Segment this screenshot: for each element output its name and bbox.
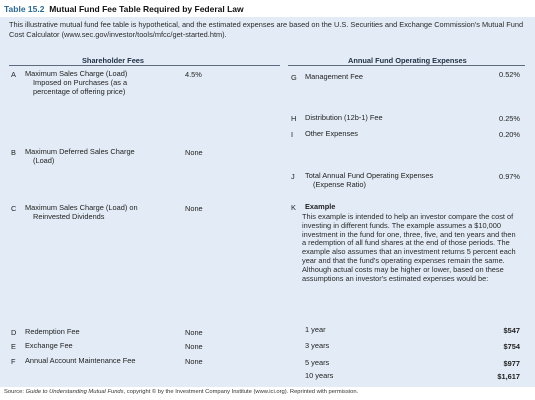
row-letter: A	[11, 70, 16, 79]
header-rule-right	[288, 65, 525, 66]
row-letter: B	[11, 148, 16, 157]
row-value: 0.52%	[499, 70, 520, 79]
row-value: None	[185, 204, 203, 213]
table-title: Table 15.2 Mutual Fund Fee Table Require…	[4, 4, 244, 14]
source-note: Source: Guide to Understanding Mutual Fu…	[4, 389, 359, 395]
row-value: None	[185, 148, 203, 157]
row-letter: H	[291, 114, 297, 123]
example-period: 3 years	[305, 341, 330, 350]
example-heading: Example	[305, 202, 336, 211]
intro-text: This illustrative mutual fund fee table …	[9, 20, 524, 39]
row-value: None	[185, 342, 203, 351]
table-number: Table 15.2	[4, 4, 45, 14]
row-label: Annual Account Maintenance Fee	[25, 356, 136, 365]
example-amount: $977	[503, 359, 520, 368]
header-rule-left	[9, 65, 280, 66]
row-letter: C	[11, 204, 17, 213]
row-value: None	[185, 357, 203, 366]
row-letter: I	[291, 130, 294, 139]
row-label: Total Annual Fund Operating Expenses (Ex…	[305, 171, 434, 189]
row-value: 0.97%	[499, 172, 520, 181]
row-value: 0.20%	[499, 130, 520, 139]
row-label: Maximum Deferred Sales Charge (Load)	[25, 147, 135, 165]
row-value: 0.25%	[499, 114, 520, 123]
row-letter: D	[11, 328, 17, 337]
row-value: None	[185, 328, 203, 337]
row-letter: K	[291, 203, 296, 212]
row-label: Maximum Sales Charge (Load) on Reinveste…	[25, 203, 138, 221]
header-shareholder-fees: Shareholder Fees	[82, 56, 145, 65]
source-title: Guide to Understanding Mutual Funds	[25, 389, 124, 395]
row-value: 4.5%	[185, 70, 202, 79]
table-title-text: Mutual Fund Fee Table Required by Federa…	[49, 4, 244, 14]
row-label: Other Expenses	[305, 129, 358, 138]
row-label: Exchange Fee	[25, 341, 73, 350]
row-label: Distribution (12b-1) Fee	[305, 113, 383, 122]
fee-table-panel: This illustrative mutual fund fee table …	[0, 17, 535, 387]
row-letter: E	[11, 342, 16, 351]
example-text: This example is intended to help an inve…	[302, 212, 516, 283]
row-letter: J	[291, 172, 295, 181]
example-amount: $547	[503, 326, 520, 335]
example-period: 1 year	[305, 325, 326, 334]
row-letter: G	[291, 73, 297, 82]
row-label: Redemption Fee	[25, 327, 80, 336]
row-label: Management Fee	[305, 72, 363, 81]
row-letter: F	[11, 357, 16, 366]
row-label: Maximum Sales Charge (Load) Imposed on P…	[25, 69, 128, 96]
example-period: 5 years	[305, 358, 330, 367]
example-amount: $1,617	[497, 372, 520, 381]
header-operating-expenses: Annual Fund Operating Expenses	[348, 56, 467, 65]
example-period: 10 years	[305, 371, 334, 380]
example-amount: $754	[503, 342, 520, 351]
